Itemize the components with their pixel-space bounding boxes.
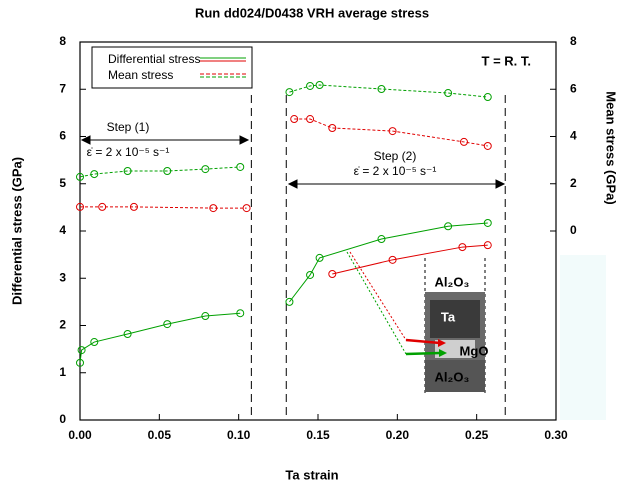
data-point (306, 115, 315, 124)
y2-axis-title: Mean stress (GPa) (604, 91, 619, 204)
data-point (209, 204, 218, 213)
legend (91, 46, 253, 89)
data-point (236, 309, 245, 318)
inset-label: Al₂O₃ (435, 274, 470, 289)
data-point (129, 202, 138, 211)
background-patch (560, 255, 606, 420)
y-tick-label: 5 (59, 176, 66, 190)
data-point (242, 204, 251, 213)
data-point (98, 202, 107, 211)
data-point (306, 81, 315, 90)
x-tick-label: 0.10 (227, 428, 251, 442)
data-point (236, 162, 245, 171)
annotation: Step (2) (374, 149, 417, 163)
y2-tick-label: 0 (570, 223, 577, 237)
data-point (90, 170, 99, 179)
data-point (444, 222, 453, 231)
data-point (123, 166, 132, 175)
x-tick-label: 0.20 (386, 428, 410, 442)
data-point (483, 218, 492, 227)
x-tick-label: 0.15 (306, 428, 330, 442)
data-point (163, 166, 172, 175)
y-tick-label: 4 (59, 223, 66, 237)
data-point (483, 141, 492, 150)
x-tick-label: 0.00 (68, 428, 92, 442)
y2-tick-label: 2 (570, 176, 577, 190)
legend-label: Mean stress (108, 68, 173, 82)
y-tick-label: 2 (59, 318, 66, 332)
x-tick-label: 0.25 (465, 428, 489, 442)
data-point (483, 241, 492, 250)
y-tick-label: 0 (59, 412, 66, 426)
data-point (76, 358, 84, 367)
data-point (483, 93, 492, 102)
data-point (285, 297, 294, 306)
data-point (76, 202, 84, 211)
y2-tick-label: 6 (570, 81, 577, 95)
series-line (332, 244, 488, 275)
y-axis-title: Differential stress (GPa) (9, 157, 24, 305)
series-line (80, 118, 488, 209)
legend-label: Differential stress (108, 52, 200, 66)
y-tick-label: 7 (59, 81, 66, 95)
data-point (285, 88, 294, 97)
data-point (315, 253, 324, 262)
annotation: ε̇ = 2 x 10⁻⁵ s⁻¹ (87, 145, 170, 159)
x-tick-label: 0.30 (544, 428, 568, 442)
y-tick-label: 1 (59, 365, 66, 379)
inset-label: Al₂O₃ (435, 369, 470, 384)
y-tick-label: 3 (59, 270, 66, 284)
inset-label: MgO (460, 343, 489, 358)
data-point (90, 338, 99, 347)
annotation: Step (1) (107, 120, 150, 134)
data-point (306, 270, 315, 279)
x-axis-title: Ta strain (285, 467, 338, 482)
data-point (76, 172, 84, 181)
data-point (328, 269, 337, 278)
data-point (315, 80, 324, 89)
data-point (444, 89, 453, 98)
annotation: ε̇ = 2 x 10⁻⁵ s⁻¹ (354, 164, 437, 178)
data-point (290, 115, 299, 124)
data-point (201, 312, 210, 321)
data-point (459, 137, 468, 146)
data-point (377, 85, 386, 94)
y2-tick-label: 4 (570, 129, 577, 143)
data-point (201, 165, 210, 174)
step-arrows (80, 135, 506, 189)
y-tick-label: 6 (59, 129, 66, 143)
data-point (388, 127, 397, 136)
inset-label: Ta (441, 309, 456, 324)
y2-tick-label: 8 (570, 34, 577, 48)
y-tick-label: 8 (59, 34, 66, 48)
data-point (77, 346, 86, 355)
data-point (163, 320, 172, 329)
chart-title: Run dd024/D0438 VRH average stress (195, 5, 429, 20)
inset-image (346, 251, 486, 395)
data-point (123, 330, 132, 339)
annotation: T = R. T. (482, 53, 531, 68)
x-tick-label: 0.05 (148, 428, 172, 442)
data-point (328, 123, 337, 132)
data-point (458, 243, 467, 252)
data-point (388, 255, 397, 264)
series-line (79, 222, 488, 363)
data-point (377, 235, 386, 244)
